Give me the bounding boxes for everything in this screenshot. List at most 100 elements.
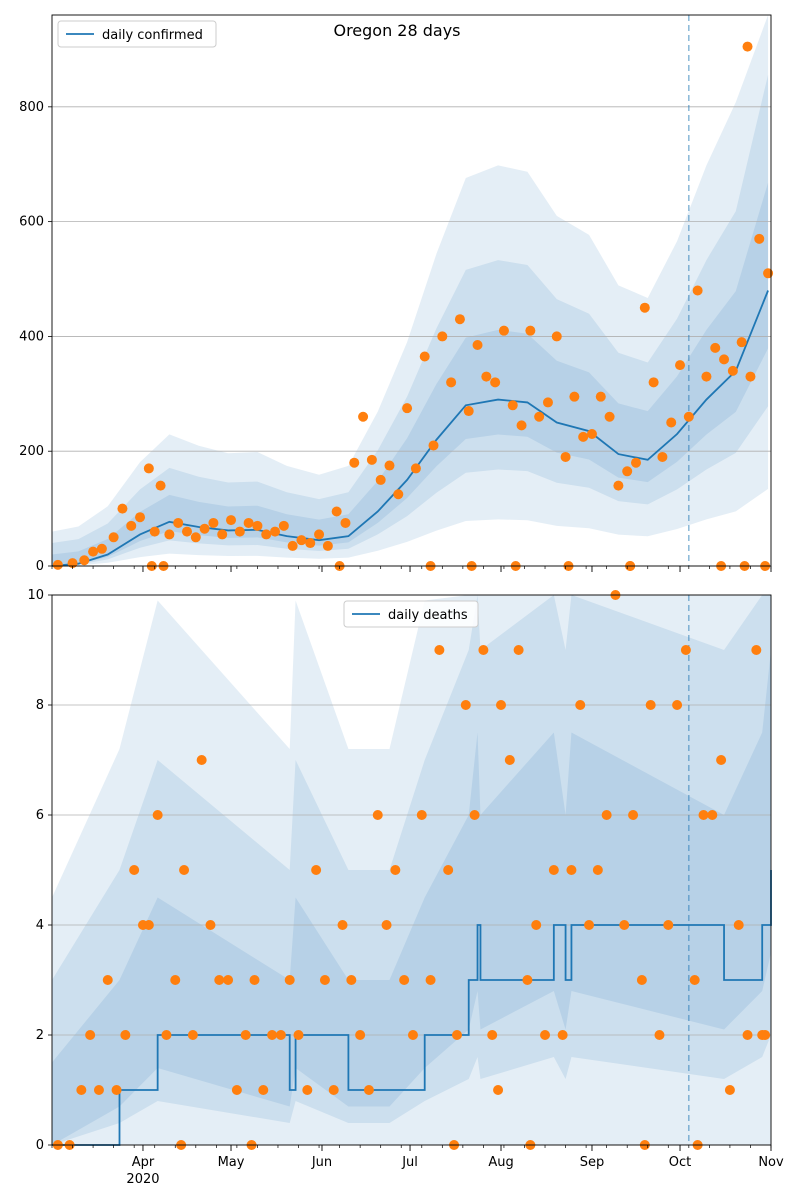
observed-point [199,523,210,534]
observed-point [763,268,774,279]
y-tick-label: 600 [19,215,44,230]
observed-point [672,700,683,710]
observed-point [534,411,545,422]
observed-point [636,975,647,985]
observed-point [416,810,427,820]
observed-point [540,1030,551,1040]
observed-point [698,810,709,820]
observed-point [463,406,474,417]
observed-point [710,342,721,353]
observed-point [111,1085,122,1095]
observed-point [120,1030,131,1040]
x-tick-label: Jun [311,1155,332,1170]
plot-frame [51,14,772,567]
observed-point [428,440,439,451]
observed-point [487,1030,498,1040]
observed-point [223,975,234,985]
observed-point [716,755,727,765]
legend: daily confirmed [57,20,217,48]
observed-point [613,480,624,491]
x-tick-label: May [218,1155,245,1170]
observed-point [93,1085,104,1095]
observed-point [469,810,480,820]
observed-point [234,526,245,537]
y-tick-label: 0 [36,559,44,574]
observed-point [683,411,694,422]
x-tick-label: Oct [669,1155,691,1170]
observed-point [355,1030,366,1040]
observed-point [733,920,744,930]
observed-point [261,529,272,540]
observed-point [407,1030,418,1040]
observed-point [214,975,225,985]
y-tick-label: 6 [36,808,44,823]
observed-point [149,526,160,537]
observed-point [155,480,166,491]
observed-point [504,755,515,765]
observed-point [425,975,436,985]
observed-point [117,503,128,514]
observed-point [657,451,668,462]
y-tick-label: 0 [36,1138,44,1153]
observed-point [372,810,383,820]
observed-point [249,975,260,985]
observed-point [390,865,401,875]
observed-point [551,331,562,342]
legend-label: daily deaths [388,608,468,623]
observed-point [604,411,615,422]
observed-point [270,526,281,537]
observed-point [240,1030,251,1040]
observed-point [569,391,580,402]
observed-point [243,517,254,528]
observed-point [96,543,107,554]
observed-point [719,354,730,365]
observed-point [314,529,325,540]
observed-point [402,403,413,414]
observed-point [548,865,559,875]
observed-point [331,506,342,517]
observed-point [443,865,454,875]
observed-point [631,457,642,468]
observed-point [366,454,377,465]
plot-frame [51,594,772,1146]
observed-point [675,360,686,371]
observed-point [542,397,553,408]
observed-point [628,810,639,820]
observed-point [507,400,518,411]
observed-point [375,474,386,485]
observed-point [654,1030,665,1040]
x-tick-label: Apr [132,1155,155,1170]
observed-point [88,546,99,557]
observed-point [680,645,691,655]
confidence-band [52,595,771,1145]
observed-point [258,1085,269,1095]
confidence-band [52,595,771,1145]
x-tick-label: Jul [401,1155,418,1170]
observed-point [736,337,747,348]
observed-point [208,517,219,528]
observed-point [337,920,348,930]
observed-point [639,302,650,313]
confidence-band [52,650,771,1145]
series-line-daily-deaths [52,870,772,1146]
observed-point [275,1030,286,1040]
observed-point [252,520,263,531]
confidence-band [52,15,769,566]
observed-point [296,535,307,546]
x-tick-label: Sep [580,1155,605,1170]
observed-point [472,340,483,351]
observed-point [498,325,509,336]
observed-point [358,411,369,422]
observed-point [349,457,360,468]
y-tick-label: 2 [36,1028,44,1043]
observed-point [701,371,712,382]
observed-point [135,512,146,523]
observed-point [689,975,700,985]
observed-point [525,325,536,336]
y-tick-label: 400 [19,329,44,344]
observed-point [170,975,181,985]
observed-point [410,463,421,474]
x-tick-label: Aug [488,1155,513,1170]
observed-point [205,920,216,930]
